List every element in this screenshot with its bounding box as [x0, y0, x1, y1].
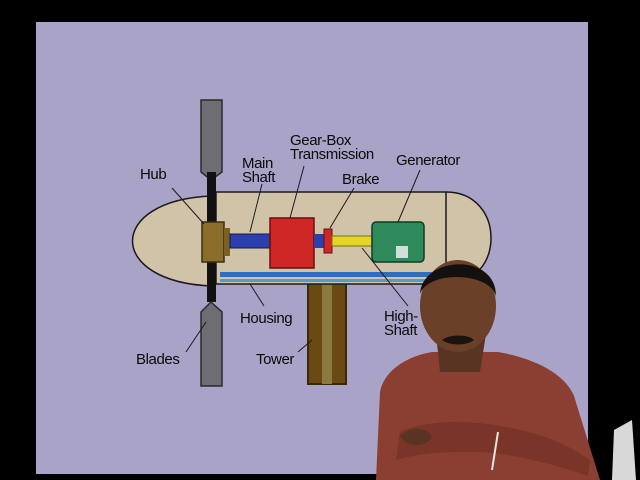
label-tower: Tower [256, 351, 295, 368]
blade-bottom [200, 300, 223, 387]
presenter-arms [396, 422, 590, 476]
generator-terminal [396, 246, 408, 258]
presenter-mustache [442, 335, 474, 345]
label-main-shaft: Main Shaft [242, 155, 276, 186]
label-main-shaft-line2: Shaft [242, 169, 276, 186]
wind-turbine-diagram [131, 99, 492, 387]
label-hub: Hub [140, 166, 167, 183]
label-high-shaft-line2: Shaft [384, 322, 418, 339]
leader-gear-box [289, 165, 305, 219]
presenter-hair [420, 264, 496, 296]
gear-box-output [314, 234, 324, 248]
leader-blades [185, 321, 207, 353]
presenter-chair [612, 420, 636, 480]
label-gear-box-line2: Transmission [290, 146, 374, 163]
label-blades: Blades [136, 351, 180, 368]
label-generator: Generator [396, 152, 460, 169]
leader-main-shaft [249, 183, 263, 233]
label-gear-box-line1: Gear-Box [290, 132, 351, 149]
base-plate-lower [220, 279, 432, 282]
leader-housing [249, 283, 265, 307]
leader-hub [171, 187, 205, 225]
label-high-shaft: High- Shaft [384, 308, 418, 339]
label-high-shaft-line1: High- [384, 308, 418, 325]
blade-top [200, 99, 223, 181]
label-gear-box: Gear-Box Transmission [290, 132, 374, 163]
nose-cone [131, 195, 213, 287]
base-plate [220, 272, 432, 277]
leader-brake [329, 187, 355, 229]
label-housing: Housing [240, 310, 293, 327]
leader-high-shaft [361, 247, 409, 307]
presenter-pen [491, 431, 499, 471]
presenter-hands [400, 428, 432, 446]
slide: Hub Main Shaft Gear-Box Transmission Bra… [36, 22, 588, 474]
leader-generator [397, 169, 421, 223]
hub-flange [224, 228, 230, 256]
gear-box [269, 217, 315, 269]
label-main-shaft-line1: Main [242, 155, 273, 172]
tower-shaft [322, 264, 332, 384]
label-brake: Brake [342, 171, 380, 188]
leader-tower [297, 339, 313, 353]
presenter-head [420, 260, 496, 352]
